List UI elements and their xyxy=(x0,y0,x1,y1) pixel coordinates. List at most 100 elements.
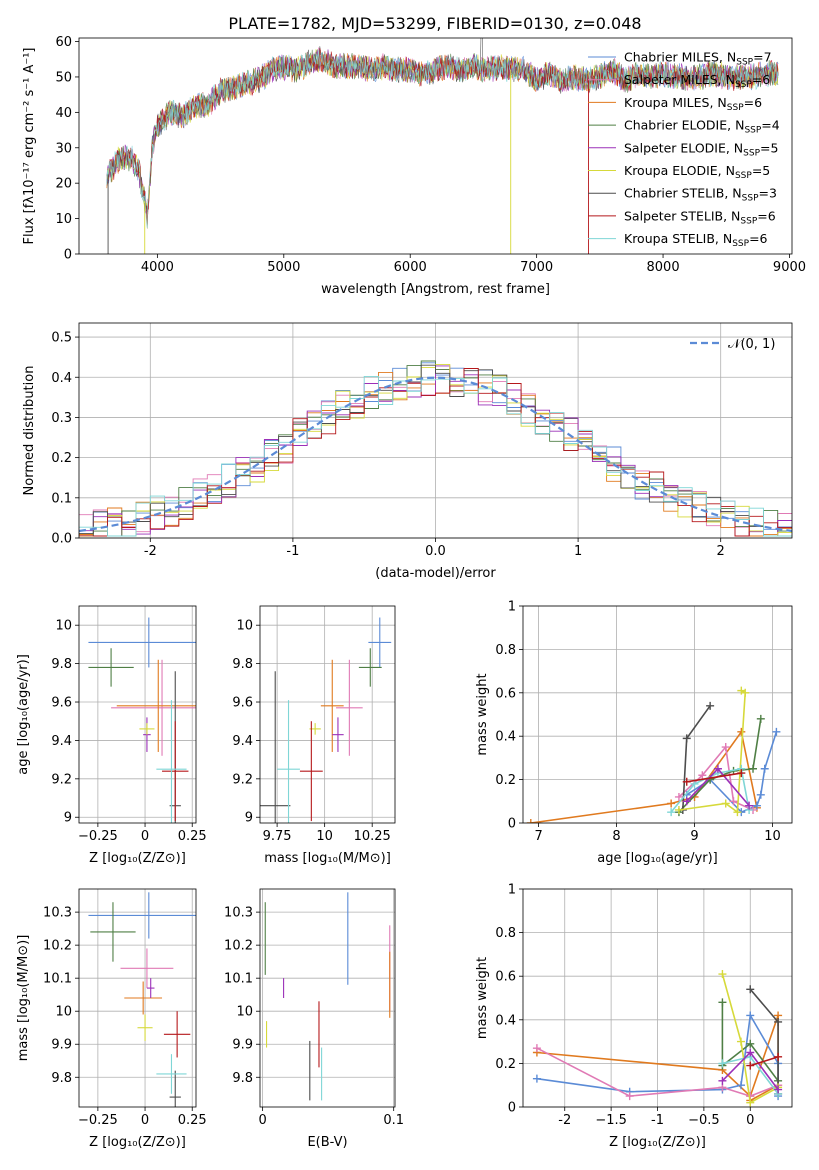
y-tick-label: 0.4 xyxy=(495,1013,516,1028)
x-tick-label: 0 xyxy=(141,1113,149,1128)
y-tick-label: 10 xyxy=(236,619,253,634)
weight-marker xyxy=(737,769,746,778)
plot-area xyxy=(88,892,196,1107)
errorbar-point-8 xyxy=(156,700,187,823)
errorbar-point-0 xyxy=(88,892,196,939)
weight-marker xyxy=(667,799,676,808)
weight-series-3 xyxy=(721,1002,779,1082)
x-tick-label: 7 xyxy=(534,829,542,844)
weight-marker xyxy=(736,1037,745,1046)
x-axis-label: Z [log₁₀(Z/Z⊙)] xyxy=(609,1135,706,1150)
weight-marker xyxy=(721,799,730,808)
y-tick-label: 9.6 xyxy=(232,696,253,711)
weight-marker xyxy=(772,727,781,736)
legend-label-6: Chabrier STELIB, NSSP=3 xyxy=(624,186,777,204)
legend-label-3: Chabrier ELODIE, NSSP=4 xyxy=(624,118,780,136)
y-tick-label: 10.1 xyxy=(224,972,253,987)
grid-lines xyxy=(260,889,395,1107)
y-tick-label: 0.2 xyxy=(495,1057,516,1072)
y-tick-label: 10 xyxy=(55,212,72,227)
y-tick-label: 30 xyxy=(55,141,72,156)
y-tick-label: 0.3 xyxy=(51,411,72,426)
y-tick-label: 9 xyxy=(64,811,72,826)
y-tick-label: 9.4 xyxy=(51,734,72,749)
plot-area xyxy=(106,38,779,254)
y-tick-label: 0.6 xyxy=(495,970,516,985)
x-tick-label: 6000 xyxy=(394,260,427,275)
weight-marker xyxy=(749,764,758,773)
x-tick-label: 0.1 xyxy=(383,1113,404,1128)
errorbar-point-8 xyxy=(277,700,300,823)
legend-label-8: Kroupa STELIB, NSSP=6 xyxy=(624,231,768,249)
mass-vs-metallicity-panel: −0.25 0 0.25 9.8 9.9 10 10.1 10.2 10.3 Z [log₁₀(Z… xyxy=(16,888,207,1150)
y-tick-label: 0.5 xyxy=(51,331,72,346)
errorbar-point-3 xyxy=(90,902,136,962)
errorbar-point-6 xyxy=(169,1070,181,1107)
weight-marker xyxy=(737,727,746,736)
x-tick-label: 0.0 xyxy=(425,544,446,559)
x-axis-label: wavelength [Angstrom, rest frame] xyxy=(321,282,550,297)
weight-marker xyxy=(746,1098,755,1107)
y-tick-label: 10.3 xyxy=(224,906,253,921)
weight-marker xyxy=(746,1011,755,1020)
weight-marker xyxy=(746,1048,755,1057)
legend-label-0: Chabrier MILES, NSSP=7 xyxy=(624,50,772,68)
plot-area xyxy=(526,686,781,823)
y-tick-label: 0.4 xyxy=(51,371,72,386)
x-axis-label: E(B-V) xyxy=(307,1135,347,1150)
grid-lines xyxy=(260,606,395,823)
y-tick-label: 9 xyxy=(245,811,253,826)
x-axis-label: age [log₁₀(age/yr)] xyxy=(597,851,718,866)
errorbar-point-2 xyxy=(320,659,344,752)
spectrum-panel: 4000 5000 6000 7000 8000 9000 0 10 20 30 40 50 60 wav… xyxy=(22,35,806,297)
y-tick-label: 10.2 xyxy=(43,939,72,954)
x-tick-label: −0.25 xyxy=(78,1113,118,1128)
x-tick-label: 10.25 xyxy=(354,829,391,844)
x-tick-label: 9 xyxy=(690,829,698,844)
y-tick-label: 60 xyxy=(55,35,72,50)
errorbar-point-8 xyxy=(156,1054,187,1094)
x-tick-label: 10 xyxy=(764,829,781,844)
x-tick-label: -2 xyxy=(558,1113,571,1128)
histogram-series-6 xyxy=(79,364,792,537)
x-tick-label: 4000 xyxy=(141,260,174,275)
y-tick-label: 0.4 xyxy=(495,730,516,745)
weight-marker xyxy=(706,701,715,710)
errorbar-point-5 xyxy=(139,723,155,735)
x-tick-label: −0.25 xyxy=(78,829,118,844)
figure-title: PLATE=1782, MJD=53299, FIBERID=0130, z=0… xyxy=(228,14,641,33)
grid-lines xyxy=(79,606,196,823)
weight-marker xyxy=(698,771,707,780)
y-tick-label: 0.1 xyxy=(51,491,72,506)
spectrum-line-2 xyxy=(106,52,779,229)
grid-lines xyxy=(523,605,792,824)
y-tick-label: 0.6 xyxy=(495,686,516,701)
y-tick-label: 50 xyxy=(55,70,72,85)
y-tick-label: 0 xyxy=(64,248,72,263)
errorbar-point-4 xyxy=(146,978,155,998)
errorbar-point-2 xyxy=(116,659,196,752)
age-vs-mass-panel: 9.75 10 10.25 9 9.2 9.4 9.6 9.8 10 mass [log₁₀(M/… xyxy=(232,605,396,866)
x-tick-label: 0.25 xyxy=(178,1113,207,1128)
spectrum-line-4 xyxy=(106,49,779,214)
plot-area xyxy=(79,360,792,537)
x-tick-label: 0 xyxy=(258,1113,266,1128)
x-tick-label: 8000 xyxy=(647,260,680,275)
normal-reference-curve xyxy=(79,376,792,533)
weight-marker xyxy=(682,734,691,743)
weight-marker xyxy=(682,777,691,786)
weight-marker xyxy=(713,764,722,773)
y-tick-label: 1 xyxy=(508,600,516,615)
y-tick-label: 0 xyxy=(508,1101,516,1116)
weight-marker xyxy=(667,808,676,817)
x-tick-label: 8 xyxy=(612,829,620,844)
weight-marker xyxy=(774,1052,783,1061)
plot-area xyxy=(532,970,783,1107)
y-tick-label: 10 xyxy=(55,619,72,634)
axes-frame xyxy=(78,37,793,255)
histogram-series-7 xyxy=(79,368,792,537)
weight-marker xyxy=(729,797,738,806)
y-tick-label: 40 xyxy=(55,106,72,121)
x-axis-label: Z [log₁₀(Z/Z⊙)] xyxy=(89,851,186,866)
y-tick-label: 9.9 xyxy=(51,1038,72,1053)
